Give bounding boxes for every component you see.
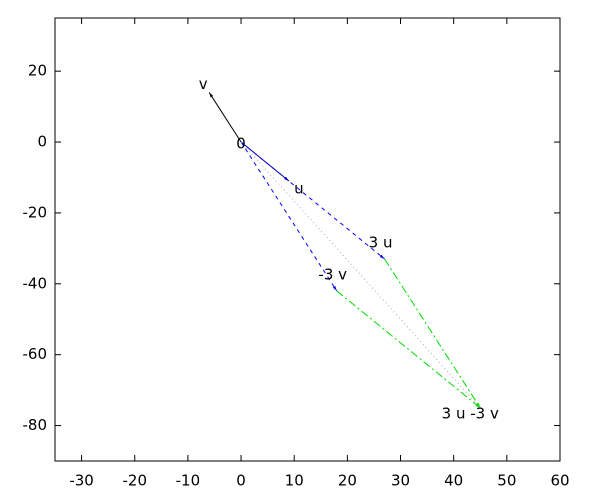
point-label: 3 u [369,233,393,251]
x-tick-label: 40 [444,472,463,490]
vector-arrow [240,141,385,260]
plot-frame [54,17,561,462]
y-tick-label: -80 [23,416,48,434]
x-tick-label: 60 [550,472,569,490]
y-tick-label: -40 [23,274,48,292]
vector-arrow [336,290,481,409]
y-tick-label: -20 [23,203,48,221]
y-tick-label: 20 [28,62,47,80]
vector-arrow [208,92,242,143]
point-label: -3 v [318,265,347,283]
x-tick-label: 30 [391,472,410,490]
vector-arrow [240,141,481,409]
point-label: v [199,75,208,93]
point-label: 0 [236,135,246,153]
x-tick-label: 0 [236,472,246,490]
x-tick-label: 10 [285,472,304,490]
y-tick-label: 0 [37,133,47,151]
vector-arrow [240,141,338,292]
vector-arrow [384,258,481,409]
x-tick-label: -20 [122,472,147,490]
x-tick-label: 50 [497,472,516,490]
point-label: 3 u -3 v [442,404,499,422]
x-tick-label: 20 [338,472,357,490]
x-tick-label: -30 [69,472,94,490]
y-tick-label: -60 [23,345,48,363]
point-label: u [294,180,304,198]
x-tick-label: -10 [176,472,201,490]
